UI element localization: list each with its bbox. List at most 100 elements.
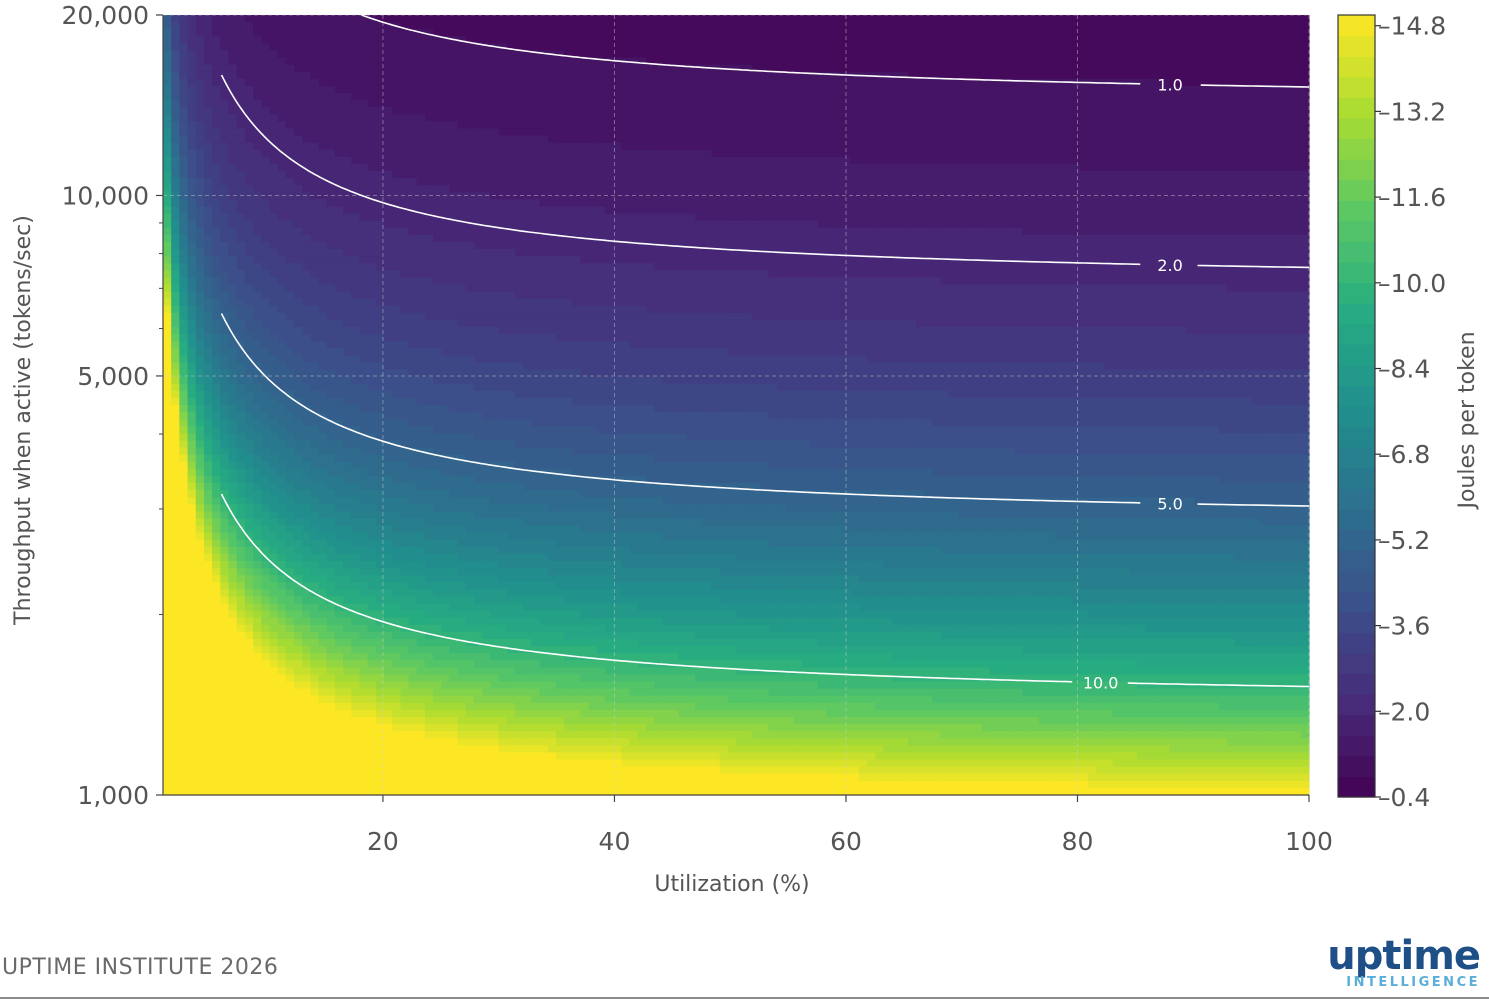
heatmap-cell xyxy=(327,93,336,101)
heatmap-cell xyxy=(310,596,319,604)
heatmap-cell xyxy=(204,526,213,534)
heatmap-cell xyxy=(368,689,377,697)
heatmap-cell xyxy=(171,653,180,661)
heatmap-cell xyxy=(319,214,328,222)
heatmap-cell xyxy=(441,405,450,413)
heatmap-cell xyxy=(269,689,278,697)
heatmap-cell xyxy=(310,79,319,87)
heatmap-cell xyxy=(507,256,516,264)
heatmap-cell xyxy=(466,774,475,782)
heatmap-cell xyxy=(245,504,254,512)
heatmap-cell xyxy=(368,604,377,612)
heatmap-cell xyxy=(286,781,295,789)
heatmap-cell xyxy=(482,36,491,44)
heatmap-cell xyxy=(261,653,270,661)
heatmap-cell xyxy=(474,703,483,711)
heatmap-cell xyxy=(237,65,246,73)
heatmap-cell xyxy=(196,178,205,186)
heatmap-cell xyxy=(302,710,311,718)
heatmap-cell xyxy=(482,703,491,711)
heatmap-cell xyxy=(237,440,246,448)
heatmap-cell xyxy=(450,667,459,675)
heatmap-cell xyxy=(400,284,409,292)
heatmap-cell xyxy=(368,72,377,80)
heatmap-cell xyxy=(392,533,401,541)
heatmap-cell xyxy=(507,284,516,292)
heatmap-cell xyxy=(245,561,254,569)
heatmap-cell xyxy=(392,689,401,697)
heatmap-cell xyxy=(351,745,360,753)
heatmap-cell xyxy=(294,674,303,682)
heatmap-cell xyxy=(441,703,450,711)
heatmap-cell xyxy=(507,611,516,619)
heatmap-cell xyxy=(433,745,442,753)
heatmap-cell xyxy=(466,781,475,789)
heatmap-cell xyxy=(179,171,188,179)
heatmap-cell xyxy=(335,398,344,406)
heatmap-cell xyxy=(327,767,336,775)
heatmap-cell xyxy=(359,107,368,115)
heatmap-cell xyxy=(269,72,278,80)
heatmap-cell xyxy=(450,618,459,626)
heatmap-cell xyxy=(384,228,393,236)
heatmap-cell xyxy=(409,107,418,115)
heatmap-cell xyxy=(319,362,328,370)
heatmap-cell xyxy=(515,476,524,484)
heatmap-cell xyxy=(171,384,180,392)
heatmap-cell xyxy=(212,178,221,186)
heatmap-cell xyxy=(188,689,197,697)
heatmap-cell xyxy=(269,107,278,115)
heatmap-cell xyxy=(319,263,328,271)
heatmap-cell xyxy=(278,36,287,44)
heatmap-cell xyxy=(474,171,483,179)
heatmap-cell xyxy=(253,554,262,562)
heatmap-cell xyxy=(343,497,352,505)
heatmap-cell xyxy=(507,412,516,420)
heatmap-cell xyxy=(466,540,475,548)
heatmap-cell xyxy=(515,341,524,349)
heatmap-cell xyxy=(171,604,180,612)
heatmap-cell xyxy=(237,29,246,37)
heatmap-cell xyxy=(507,433,516,441)
heatmap-cell xyxy=(179,86,188,94)
heatmap-cell xyxy=(196,717,205,725)
heatmap-cell xyxy=(179,214,188,222)
heatmap-cell xyxy=(474,724,483,732)
heatmap-cell xyxy=(196,724,205,732)
heatmap-cell xyxy=(433,136,442,144)
heatmap-cell xyxy=(523,405,532,413)
heatmap-cell xyxy=(523,398,532,406)
heatmap-cell xyxy=(278,526,287,534)
heatmap-cell xyxy=(482,65,491,73)
heatmap-cell xyxy=(245,412,254,420)
heatmap-cell xyxy=(228,405,237,413)
heatmap-cell xyxy=(188,497,197,505)
heatmap-cell xyxy=(294,781,303,789)
heatmap-cell xyxy=(515,221,524,229)
heatmap-cell xyxy=(327,114,336,122)
heatmap-cell xyxy=(409,199,418,207)
heatmap-cell xyxy=(482,490,491,498)
heatmap-cell xyxy=(335,575,344,583)
heatmap-cell xyxy=(302,561,311,569)
heatmap-cell xyxy=(417,178,426,186)
heatmap-cell xyxy=(310,22,319,30)
heatmap-cell xyxy=(384,36,393,44)
heatmap-cell xyxy=(507,660,516,668)
heatmap-cell xyxy=(400,724,409,732)
heatmap-cell xyxy=(171,228,180,236)
heatmap-cell xyxy=(228,703,237,711)
heatmap-cell xyxy=(261,724,270,732)
heatmap-cell xyxy=(523,362,532,370)
heatmap-cell xyxy=(433,426,442,434)
heatmap-cell xyxy=(499,774,508,782)
heatmap-cell xyxy=(294,36,303,44)
heatmap-cell xyxy=(433,334,442,342)
heatmap-cell xyxy=(188,398,197,406)
heatmap-cell xyxy=(482,426,491,434)
heatmap-cell xyxy=(237,462,246,470)
heatmap-cell xyxy=(417,511,426,519)
heatmap-cell xyxy=(302,696,311,704)
heatmap-cell xyxy=(417,157,426,165)
heatmap-cell xyxy=(523,554,532,562)
